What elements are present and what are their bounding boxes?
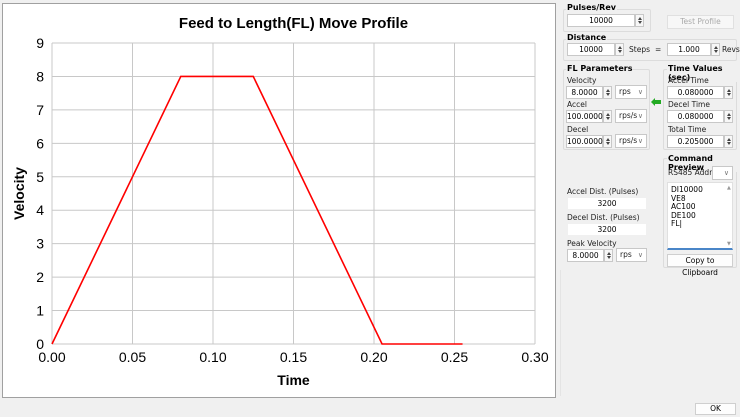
- y-tick-label: 8: [36, 68, 44, 84]
- distance-group: [563, 39, 737, 61]
- accel-spinner[interactable]: [603, 110, 612, 123]
- pulses-rev-title: Pulses/Rev: [566, 3, 617, 12]
- peak-velocity-spinner[interactable]: [604, 249, 613, 262]
- revs-label: Revs: [722, 45, 740, 54]
- total-time-spinner[interactable]: [724, 135, 733, 148]
- velocity-unit-value: rps: [619, 87, 631, 96]
- rs485-addr-label: RS485 Addr.: [668, 168, 714, 177]
- chart-canvas: 0 1 2 3 4 5 6 7 8 9 0.00 0.05 0.10 0.15 0.20 0.25 0.30 Fe…: [11, 15, 549, 388]
- scroll-up-icon[interactable]: ▲: [727, 185, 731, 191]
- chevron-down-icon: ∨: [637, 88, 643, 96]
- copy-to-clipboard-button[interactable]: Copy to Clipboard: [667, 254, 733, 277]
- chevron-down-icon: ∨: [637, 251, 643, 259]
- peak-velocity-unit-select[interactable]: rps ∨: [616, 248, 647, 262]
- y-tick-label: 0: [36, 336, 44, 352]
- distance-title: Distance: [566, 33, 608, 42]
- x-tick-label: 0.25: [441, 349, 468, 365]
- accel-time-label: Accel Time: [668, 76, 709, 85]
- x-tick-label: 0.20: [360, 349, 387, 365]
- velocity-label: Velocity: [567, 76, 597, 85]
- time-values-title: Time Values (sec): [667, 64, 740, 82]
- decel-time-label: Decel Time: [668, 100, 710, 109]
- decel-label: Decel: [567, 125, 589, 134]
- decel-time-spinner[interactable]: [724, 110, 733, 123]
- x-tick-label: 0.05: [119, 349, 146, 365]
- velocity-series-line: [51, 75, 463, 345]
- velocity-unit-select[interactable]: rps ∨: [615, 85, 647, 99]
- chart-title: Feed to Length(FL) Move Profile: [179, 15, 408, 32]
- fl-parameters-title: FL Parameters: [566, 64, 634, 73]
- accel-dist-value: 3200: [567, 197, 647, 210]
- y-tick-label: 4: [36, 202, 44, 218]
- y-tick-label: 2: [36, 269, 44, 285]
- distance-steps-spinner[interactable]: [615, 43, 624, 56]
- accel-time-input[interactable]: 0.080000: [667, 86, 724, 99]
- x-axis-label: Time: [277, 372, 310, 388]
- x-tick-label: 0.30: [521, 349, 548, 365]
- test-profile-button[interactable]: Test Profile: [667, 15, 734, 29]
- decel-time-input[interactable]: 0.080000: [667, 110, 724, 123]
- accel-label: Accel: [567, 100, 587, 109]
- decel-dist-label: Decel Dist. (Pulses): [567, 213, 640, 222]
- peak-velocity-label: Peak Velocity: [567, 239, 617, 248]
- decel-dist-value: 3200: [567, 223, 647, 236]
- scroll-down-icon[interactable]: ▼: [727, 241, 731, 247]
- velocity-profile-chart: 0 1 2 3 4 5 6 7 8 9 0.00 0.05 0.10 0.15 0.20 0.25 0.30 Fe…: [2, 3, 556, 398]
- accel-input[interactable]: 100.0000: [566, 110, 603, 123]
- chevron-down-icon: ∨: [723, 169, 729, 177]
- velocity-input[interactable]: 8.0000: [566, 86, 603, 99]
- distance-revs-spinner[interactable]: [711, 43, 720, 56]
- rs485-addr-select[interactable]: ∨: [712, 166, 733, 180]
- y-tick-label: 6: [36, 135, 44, 151]
- y-tick-label: 1: [36, 303, 44, 319]
- distance-steps-input[interactable]: 10000: [567, 43, 615, 56]
- pulses-rev-input[interactable]: 10000: [567, 14, 635, 27]
- decel-input[interactable]: 100.0000: [566, 135, 603, 148]
- left-arrow-icon: [651, 98, 661, 106]
- decel-spinner[interactable]: [603, 135, 612, 148]
- decel-unit-value: rps/s: [619, 136, 638, 145]
- peak-velocity-input[interactable]: 8.0000: [567, 249, 604, 262]
- pulses-rev-spinner[interactable]: [635, 14, 644, 27]
- panel-divider: [560, 270, 561, 396]
- equals-label: =: [655, 45, 662, 54]
- accel-dist-label: Accel Dist. (Pulses): [567, 187, 639, 196]
- y-tick-label: 5: [36, 169, 44, 185]
- x-tick-label: 0.15: [280, 349, 307, 365]
- accel-time-spinner[interactable]: [724, 86, 733, 99]
- peak-velocity-unit-value: rps: [620, 250, 632, 259]
- x-tick-label: 0.00: [38, 349, 65, 365]
- y-axis-label: Velocity: [11, 167, 27, 220]
- command-preview-textarea[interactable]: DI10000 VE8 AC100 DE100 FL|: [667, 182, 733, 250]
- accel-unit-value: rps/s: [619, 111, 638, 120]
- velocity-spinner[interactable]: [603, 86, 612, 99]
- ok-button[interactable]: OK: [695, 403, 736, 415]
- total-time-input[interactable]: 0.205000: [667, 135, 724, 148]
- x-tick-label: 0.10: [199, 349, 226, 365]
- y-tick-label: 3: [36, 236, 44, 252]
- steps-label: Steps: [629, 45, 650, 54]
- accel-unit-select[interactable]: rps/s ∨: [615, 109, 647, 123]
- chevron-down-icon: ∨: [637, 112, 643, 120]
- y-tick-label: 9: [36, 35, 44, 51]
- y-tick-label: 7: [36, 102, 44, 118]
- chevron-down-icon: ∨: [637, 137, 643, 145]
- total-time-label: Total Time: [668, 125, 707, 134]
- distance-revs-input[interactable]: 1.000: [667, 43, 711, 56]
- decel-unit-select[interactable]: rps/s ∨: [615, 134, 647, 148]
